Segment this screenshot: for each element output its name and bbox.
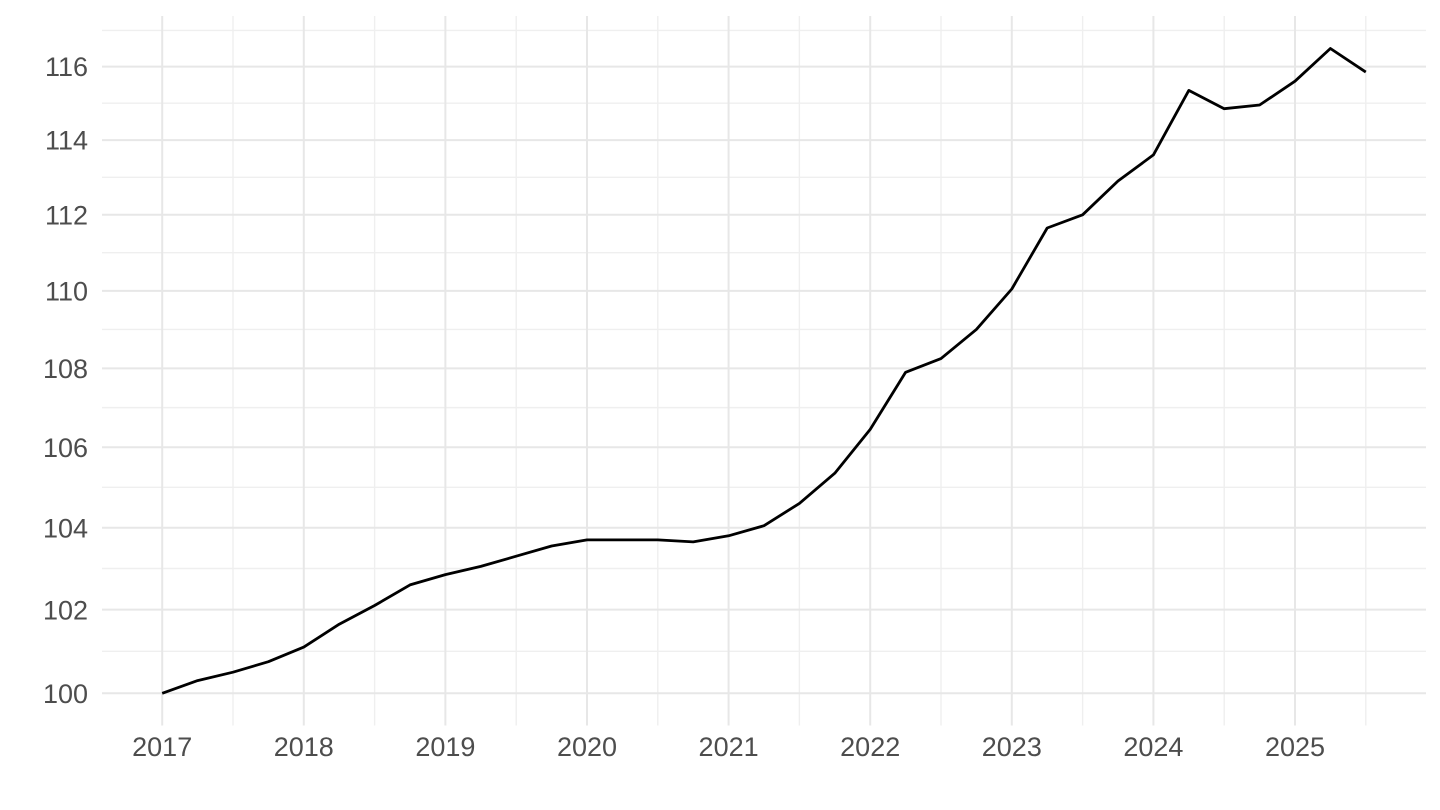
y-tick-label: 112 <box>45 200 88 230</box>
x-tick-label: 2021 <box>699 732 759 762</box>
y-axis-labels: 100 102 104 106 108 110 112 114 116 <box>43 52 88 709</box>
series-line-index <box>161 47 1367 695</box>
x-tick-label: 2017 <box>132 732 192 762</box>
gridlines-major <box>102 16 1426 726</box>
x-tick-label: 2019 <box>415 732 475 762</box>
x-tick-label: 2024 <box>1123 732 1183 762</box>
y-tick-label: 106 <box>43 433 88 463</box>
y-tick-label: 100 <box>43 679 88 709</box>
x-tick-label: 2023 <box>982 732 1042 762</box>
gridlines-minor <box>102 16 1426 726</box>
x-axis-labels: 2017 2018 2019 2020 2021 2022 2023 2024 2025 <box>132 732 1325 762</box>
y-tick-label: 108 <box>43 354 88 384</box>
x-tick-label: 2022 <box>840 732 900 762</box>
x-tick-label: 2020 <box>557 732 617 762</box>
x-tick-label: 2018 <box>274 732 334 762</box>
x-tick-label: 2025 <box>1265 732 1325 762</box>
y-tick-label: 102 <box>43 595 88 625</box>
y-tick-label: 104 <box>43 513 88 543</box>
y-tick-label: 114 <box>45 126 88 156</box>
y-tick-label: 116 <box>45 52 88 82</box>
y-tick-label: 110 <box>45 276 88 306</box>
